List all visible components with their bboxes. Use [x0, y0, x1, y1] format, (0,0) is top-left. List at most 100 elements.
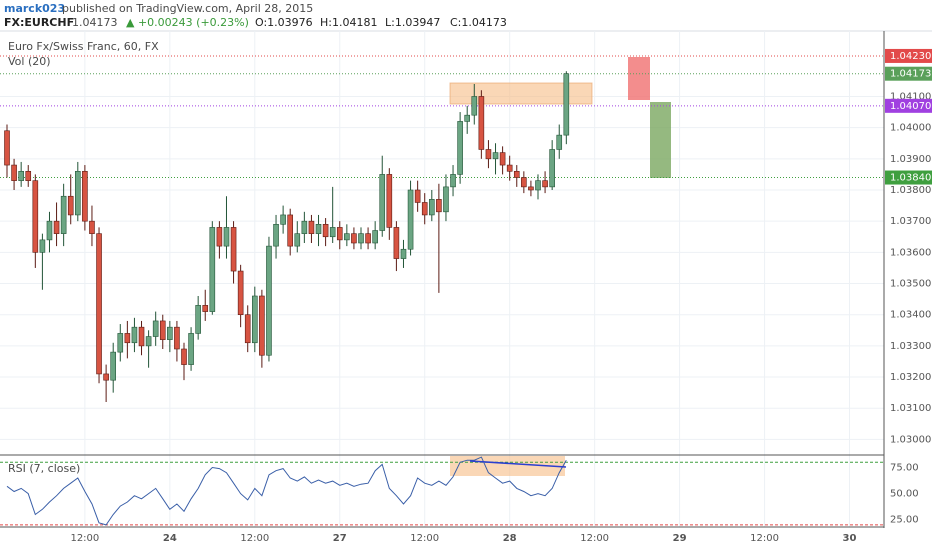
- candle-body: [273, 223, 279, 247]
- price-label: 1.03840: [890, 173, 931, 184]
- candle-body: [124, 333, 131, 344]
- candle-body: [457, 121, 463, 175]
- candle-body: [181, 348, 187, 365]
- rsi-title: RSI (7, close): [8, 462, 80, 475]
- candle-body: [209, 227, 216, 312]
- candle-body: [393, 227, 400, 259]
- candle-body: [287, 214, 294, 247]
- y-tick-label: 1.03000: [890, 434, 931, 445]
- y-tick-label: 50.00: [890, 489, 919, 500]
- candle-body: [386, 174, 393, 228]
- candle-body: [82, 170, 88, 222]
- candle-body: [4, 130, 10, 166]
- x-tick-label: 12:00: [70, 533, 99, 544]
- candle-body: [237, 270, 244, 316]
- change: ▲ +0.00243 (+0.23%): [126, 16, 249, 29]
- y-tick-label: 1.03900: [890, 154, 931, 165]
- candle-body: [53, 220, 60, 234]
- candle-body: [528, 186, 534, 191]
- candle-body: [344, 233, 350, 241]
- price-label-bg: [885, 48, 932, 63]
- price-label-bg: [885, 170, 932, 185]
- candle-body: [11, 164, 17, 181]
- y-tick-label: 1.04000: [890, 123, 931, 134]
- candle-body: [145, 336, 152, 347]
- candle-body: [32, 180, 39, 253]
- candle-body: [244, 314, 251, 344]
- header: marck023 published on TradingView.com, A…: [4, 2, 507, 29]
- y-tick-label: 1.03700: [890, 216, 931, 227]
- plot: [0, 55, 884, 526]
- x-tick-label: 12:00: [750, 533, 779, 544]
- x-tick-label: 12:00: [410, 533, 439, 544]
- close: C:1.04173: [450, 16, 507, 29]
- candle-body: [138, 326, 145, 347]
- candle-body: [259, 295, 265, 356]
- candle-body: [365, 233, 371, 244]
- candle-body: [117, 333, 124, 353]
- candle-body: [521, 177, 527, 188]
- y-tick-label: 1.03300: [890, 341, 931, 352]
- candle-body: [294, 233, 301, 247]
- candle-body: [513, 170, 520, 178]
- candle-body: [315, 223, 322, 234]
- candle-body: [174, 326, 180, 350]
- candle-body: [499, 152, 506, 166]
- candle-body: [110, 351, 116, 381]
- y-tick-label: 1.04100: [890, 91, 931, 102]
- open: O:1.03976: [255, 16, 313, 29]
- target-box: [650, 102, 671, 178]
- divergence-line: [469, 460, 567, 468]
- candle-body: [535, 180, 541, 191]
- resistance-box: [449, 82, 593, 105]
- y-tick-label: 1.03500: [890, 279, 931, 290]
- candle-body: [443, 186, 449, 213]
- candle-body: [549, 149, 555, 188]
- candle-body: [428, 199, 435, 216]
- candle-body: [563, 73, 570, 136]
- candle-body: [301, 220, 308, 234]
- x-tick-label: 12:00: [240, 533, 269, 544]
- candle-body: [414, 189, 421, 203]
- candle-body: [372, 230, 378, 244]
- candle-body: [46, 220, 53, 241]
- candle-body: [542, 180, 548, 188]
- stop-box: [628, 57, 650, 100]
- candle-body: [96, 233, 102, 375]
- high: H:1.04181: [320, 16, 377, 29]
- y-tick-label: 1.03200: [890, 372, 931, 383]
- axes: 1.03000 1.03100 1.03200 1.03300 1.03400 1.035…: [70, 48, 932, 544]
- candle-body: [436, 199, 442, 213]
- candle-body: [556, 134, 563, 150]
- candle-body: [60, 195, 67, 234]
- candle-body: [308, 220, 315, 234]
- candle-body: [89, 220, 95, 234]
- candle-body: [131, 326, 138, 344]
- candle-body: [351, 233, 357, 244]
- candle-body: [202, 305, 209, 312]
- published: published on TradingView.com, April 28, …: [62, 2, 313, 15]
- x-tick-label: 30: [843, 533, 857, 544]
- volume-label: Vol (20): [8, 55, 51, 68]
- x-tick-label: 24: [163, 533, 177, 544]
- candle-body: [223, 227, 230, 247]
- candle-body: [485, 149, 492, 160]
- candle-body: [75, 170, 81, 216]
- candle-body: [358, 233, 364, 244]
- candle-body: [216, 227, 223, 247]
- candle-body: [421, 202, 428, 216]
- candle-body: [492, 152, 499, 160]
- candle-body: [478, 96, 485, 150]
- author: marck023: [4, 2, 65, 15]
- candle-body: [152, 320, 159, 337]
- candle-body: [25, 170, 32, 181]
- candle-body: [280, 214, 286, 225]
- candle-body: [18, 170, 24, 181]
- candle-body: [230, 227, 237, 272]
- candle-body: [188, 333, 194, 365]
- grid: [0, 31, 884, 527]
- candle-body: [252, 295, 258, 344]
- rsi-line: [6, 456, 567, 526]
